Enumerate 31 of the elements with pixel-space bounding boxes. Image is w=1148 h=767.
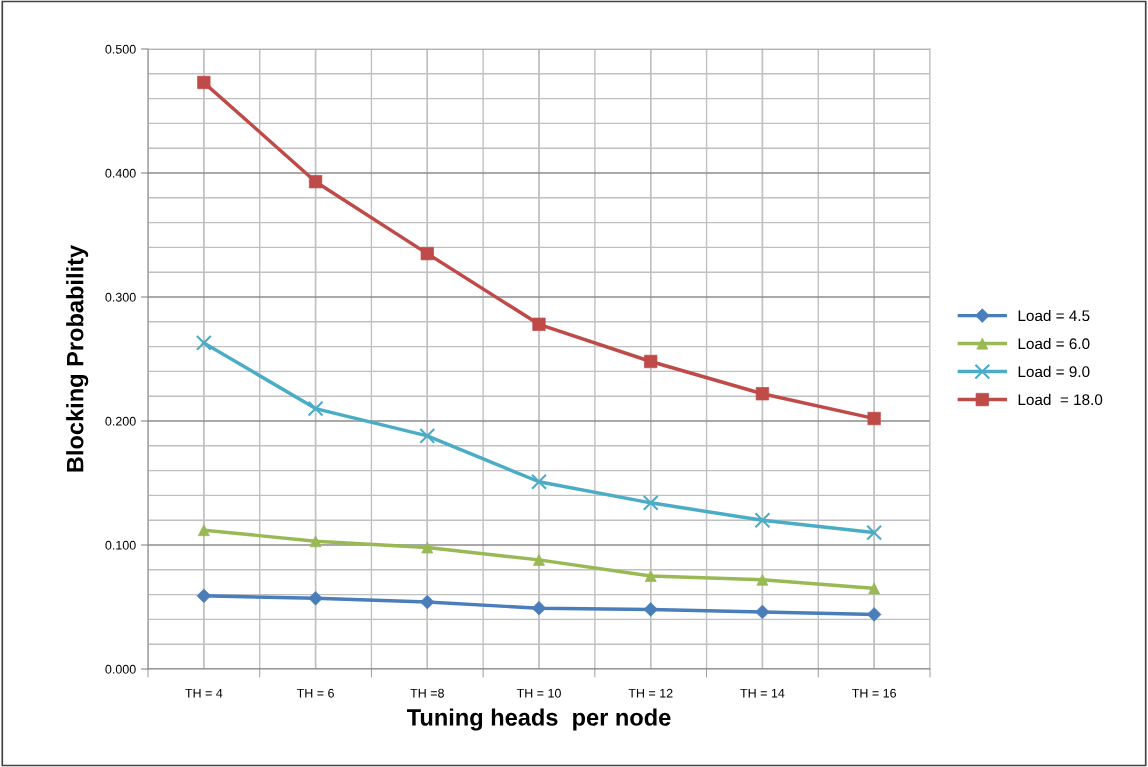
point [531, 473, 547, 490]
x-tick-label: TH = 14 [740, 688, 785, 698]
point [419, 427, 436, 444]
point [420, 594, 435, 610]
legend-label: Load = 9.0 [1018, 365, 1090, 378]
y-tick-label: 0.100 [105, 540, 136, 550]
x-tick-label: TH = 4 [185, 688, 223, 698]
y-axis-title: Blocking Probability [66, 244, 89, 472]
point [195, 334, 212, 351]
x-tick-label: TH = 6 [296, 688, 334, 698]
point [866, 524, 883, 541]
x-tick-label: TH = 12 [628, 688, 673, 698]
point [754, 512, 771, 529]
y-tick-label: 0.000 [105, 664, 136, 674]
x-tick-label: TH = 16 [852, 688, 896, 698]
y-tick-label: 0.300 [105, 292, 136, 302]
y-tick-label: 0.400 [105, 168, 136, 178]
y-tick-label: 0.200 [105, 416, 136, 426]
legend-label: Load = 18.0 [1018, 393, 1103, 406]
legend-label: Load = 4.5 [1018, 309, 1090, 322]
point [532, 317, 546, 331]
point [644, 354, 658, 369]
point [866, 607, 882, 622]
x-axis-title: Tuning heads per node [407, 708, 671, 731]
x-tick-label: TH = 10 [516, 688, 561, 698]
y-tick-label: 0.500 [105, 44, 136, 54]
point [642, 494, 659, 511]
legend-label: Load = 6.0 [1018, 337, 1090, 350]
point [755, 387, 770, 401]
x-tick-label: TH =8 [410, 688, 444, 698]
point [307, 400, 324, 417]
